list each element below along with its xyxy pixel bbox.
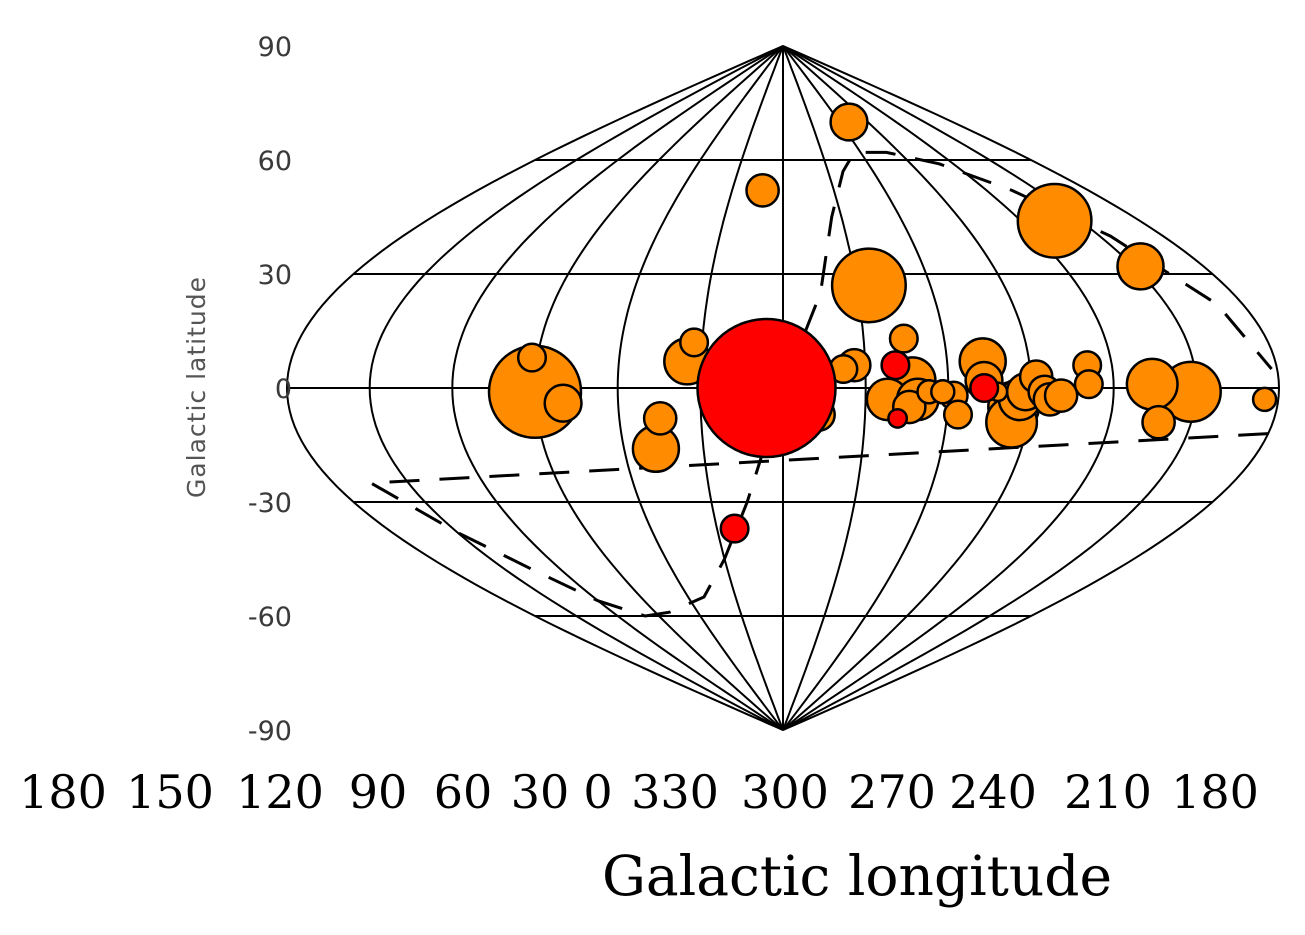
orange-source-marker xyxy=(543,383,583,423)
orange-source-marker xyxy=(1141,404,1176,440)
red-source-marker xyxy=(696,317,837,459)
x-axis-label: Galactic longitude xyxy=(602,844,1112,908)
red-source-marker xyxy=(969,372,1000,404)
x-tick-label: 30 xyxy=(511,765,570,819)
y-tick-label: 30 xyxy=(258,260,292,291)
orange-source-marker xyxy=(829,102,869,142)
x-tick-label: 180 xyxy=(1171,765,1259,819)
orange-source-marker xyxy=(1116,242,1165,291)
y-axis-ticks: 90 60 30 0 -30 -60 -90 xyxy=(248,32,292,747)
x-tick-label: 90 xyxy=(349,765,408,819)
x-tick-label: 300 xyxy=(741,765,829,819)
dashed-curve-line xyxy=(365,150,1273,618)
orange-source-marker xyxy=(830,247,907,324)
x-tick-label: 180 xyxy=(19,765,107,819)
orange-source-marker xyxy=(1251,386,1278,413)
orange-source-marker xyxy=(942,399,974,430)
red-source-marker xyxy=(887,407,909,429)
y-tick-label: -90 xyxy=(248,716,292,747)
orange-source-marker xyxy=(679,327,710,358)
orange-source-marker xyxy=(516,342,548,373)
orange-source-marker xyxy=(1125,357,1179,411)
x-tick-label: 330 xyxy=(631,765,719,819)
sinusoidal-grid xyxy=(285,45,1281,731)
orange-source-marker xyxy=(1043,378,1079,413)
y-tick-label: -60 xyxy=(248,602,292,633)
x-tick-label: 240 xyxy=(949,765,1037,819)
red-source-marker xyxy=(880,350,911,381)
y-tick-label: 60 xyxy=(258,146,292,177)
orange-source-marker xyxy=(745,173,780,208)
red-source-marker xyxy=(719,513,750,544)
x-tick-label: 210 xyxy=(1064,765,1152,819)
orange-source-marker xyxy=(930,379,956,405)
x-tick-label: 60 xyxy=(434,765,493,819)
x-tick-label: 120 xyxy=(236,765,324,819)
x-tick-label: 150 xyxy=(126,765,214,819)
orange-source-marker xyxy=(1016,182,1093,259)
source-markers xyxy=(487,102,1278,544)
orange-source-marker xyxy=(1073,369,1104,400)
dashed-plane-curve xyxy=(365,150,1273,618)
x-tick-label: 270 xyxy=(848,765,936,819)
x-axis-ticks: 180 150 120 90 60 30 0 330 300 270 240 210 180 xyxy=(19,765,1259,819)
y-tick-label: 0 xyxy=(275,374,292,405)
orange-source-marker xyxy=(888,323,919,354)
y-tick-label: -30 xyxy=(248,488,292,519)
x-tick-label: 0 xyxy=(583,765,612,819)
y-tick-label: 90 xyxy=(258,32,292,63)
orange-source-marker xyxy=(642,401,678,436)
y-axis-label: Galactic latitude xyxy=(182,276,211,498)
